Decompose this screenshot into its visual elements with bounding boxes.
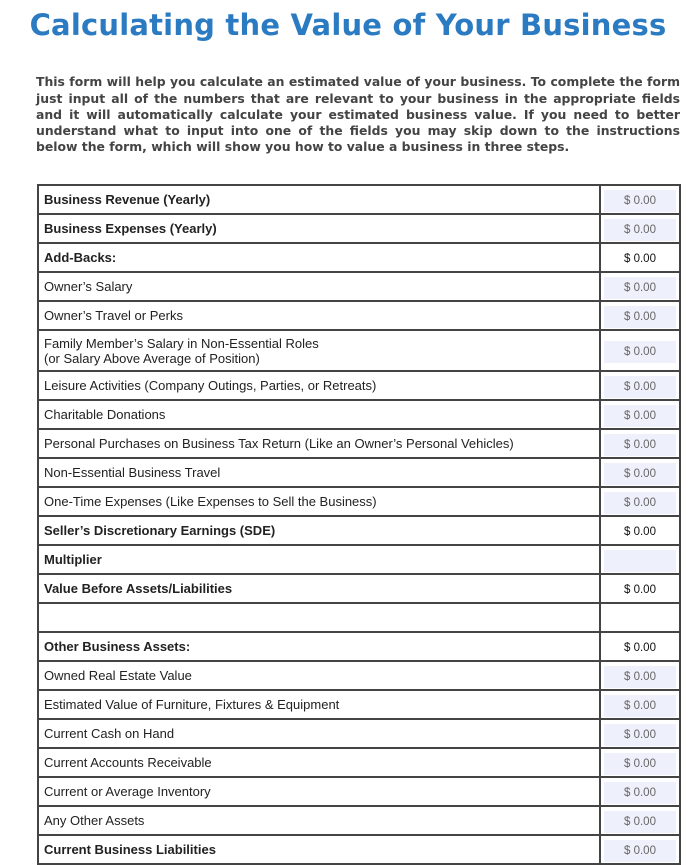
form-row: Personal Purchases on Business Tax Retur… <box>37 428 681 459</box>
row-label: Family Member’s Salary in Non-Essential … <box>37 329 601 372</box>
form-row: One-Time Expenses (Like Expenses to Sell… <box>37 486 681 517</box>
form-row: Current Accounts Receivable $ 0.00 <box>37 747 681 778</box>
amount-input[interactable]: $ 0.00 <box>604 666 676 688</box>
row-label: Any Other Assets <box>37 805 601 836</box>
amount-input[interactable]: $ 0.00 <box>604 341 676 363</box>
valuation-form: Business Revenue (Yearly) $ 0.00 Business … <box>37 184 681 865</box>
row-label: Business Expenses (Yearly) <box>37 213 601 244</box>
amount-input[interactable]: $ 0.00 <box>604 695 676 717</box>
form-row: Current Business Liabilities $ 0.00 <box>37 834 681 865</box>
row-value-cell: $ 0.00 <box>599 213 681 244</box>
row-label: Leisure Activities (Company Outings, Par… <box>37 370 601 401</box>
amount-input[interactable]: $ 0.00 <box>604 405 676 427</box>
amount-input[interactable]: $ 0.00 <box>604 306 676 328</box>
amount-input[interactable]: $ 0.00 <box>604 840 676 862</box>
row-value-cell: $ 0.00 <box>599 242 681 273</box>
calculated-amount: $ 0.00 <box>624 642 656 654</box>
form-row: Business Expenses (Yearly) $ 0.00 <box>37 213 681 244</box>
amount-input[interactable]: $ 0.00 <box>604 811 676 833</box>
form-row: Value Before Assets/Liabilities $ 0.00 <box>37 573 681 604</box>
row-value-cell: $ 0.00 <box>599 573 681 604</box>
amount-input[interactable]: $ 0.00 <box>604 219 676 241</box>
form-row: Seller’s Discretionary Earnings (SDE) $ 0… <box>37 515 681 546</box>
row-label: Personal Purchases on Business Tax Retur… <box>37 428 601 459</box>
row-value-cell: $ 0.00 <box>599 486 681 517</box>
amount-input[interactable]: $ 0.00 <box>604 190 676 212</box>
row-label: Charitable Donations <box>37 399 601 430</box>
form-row: Business Revenue (Yearly) $ 0.00 <box>37 184 681 215</box>
form-row: Owner’s Salary $ 0.00 <box>37 271 681 302</box>
amount-input[interactable]: $ 0.00 <box>604 376 676 398</box>
row-value-cell: $ 0.00 <box>599 747 681 778</box>
amount-input[interactable]: $ 0.00 <box>604 463 676 485</box>
row-value-cell <box>599 544 681 575</box>
row-value-cell: $ 0.00 <box>599 515 681 546</box>
form-row: Owned Real Estate Value $ 0.00 <box>37 660 681 691</box>
row-value-cell: $ 0.00 <box>599 184 681 215</box>
row-value-cell: $ 0.00 <box>599 689 681 720</box>
form-row: Other Business Assets: $ 0.00 <box>37 631 681 662</box>
row-label <box>37 602 601 633</box>
row-label: One-Time Expenses (Like Expenses to Sell… <box>37 486 601 517</box>
row-label: Value Before Assets/Liabilities <box>37 573 601 604</box>
form-row: Current or Average Inventory $ 0.00 <box>37 776 681 807</box>
amount-input[interactable] <box>604 550 676 572</box>
row-value-cell: $ 0.00 <box>599 660 681 691</box>
row-label: Current or Average Inventory <box>37 776 601 807</box>
form-row: Leisure Activities (Company Outings, Par… <box>37 370 681 401</box>
row-value-cell: $ 0.00 <box>599 631 681 662</box>
amount-input[interactable]: $ 0.00 <box>604 277 676 299</box>
row-label: Multiplier <box>37 544 601 575</box>
form-row: Owner’s Travel or Perks $ 0.00 <box>37 300 681 331</box>
row-label: Estimated Value of Furniture, Fixtures &… <box>37 689 601 720</box>
row-value-cell: $ 0.00 <box>599 271 681 302</box>
row-value-cell: $ 0.00 <box>599 370 681 401</box>
amount-input[interactable]: $ 0.00 <box>604 434 676 456</box>
row-value-cell: $ 0.00 <box>599 718 681 749</box>
row-value-cell: $ 0.00 <box>599 805 681 836</box>
intro-text: This form will help you calculate an est… <box>36 74 680 155</box>
form-row: Non-Essential Business Travel $ 0.00 <box>37 457 681 488</box>
row-value-cell: $ 0.00 <box>599 399 681 430</box>
row-value-cell: $ 0.00 <box>599 428 681 459</box>
calculated-amount: $ 0.00 <box>624 526 656 538</box>
amount-input[interactable]: $ 0.00 <box>604 724 676 746</box>
row-label: Current Accounts Receivable <box>37 747 601 778</box>
page-title: Calculating the Value of Your Business <box>29 8 667 42</box>
row-label: Add-Backs: <box>37 242 601 273</box>
row-label: Owner’s Salary <box>37 271 601 302</box>
form-row: Estimated Value of Furniture, Fixtures &… <box>37 689 681 720</box>
calculated-amount: $ 0.00 <box>624 253 656 265</box>
row-value-cell: $ 0.00 <box>599 457 681 488</box>
row-value-cell: $ 0.00 <box>599 834 681 865</box>
row-label: Current Cash on Hand <box>37 718 601 749</box>
row-label: Other Business Assets: <box>37 631 601 662</box>
row-label: Non-Essential Business Travel <box>37 457 601 488</box>
form-row: Any Other Assets $ 0.00 <box>37 805 681 836</box>
row-value-cell: $ 0.00 <box>599 329 681 372</box>
row-label: Owner’s Travel or Perks <box>37 300 601 331</box>
row-label: Current Business Liabilities <box>37 834 601 865</box>
form-row: Multiplier <box>37 544 681 575</box>
form-row: Current Cash on Hand $ 0.00 <box>37 718 681 749</box>
row-label: Owned Real Estate Value <box>37 660 601 691</box>
form-row: Add-Backs: $ 0.00 <box>37 242 681 273</box>
row-label: Seller’s Discretionary Earnings (SDE) <box>37 515 601 546</box>
form-row <box>37 602 681 633</box>
row-label: Business Revenue (Yearly) <box>37 184 601 215</box>
amount-input[interactable]: $ 0.00 <box>604 782 676 804</box>
row-value-cell: $ 0.00 <box>599 300 681 331</box>
form-row: Charitable Donations $ 0.00 <box>37 399 681 430</box>
amount-input[interactable]: $ 0.00 <box>604 492 676 514</box>
row-value-cell <box>599 602 681 633</box>
form-row: Family Member’s Salary in Non-Essential … <box>37 329 681 372</box>
calculated-amount: $ 0.00 <box>624 584 656 596</box>
row-value-cell: $ 0.00 <box>599 776 681 807</box>
amount-input[interactable]: $ 0.00 <box>604 753 676 775</box>
